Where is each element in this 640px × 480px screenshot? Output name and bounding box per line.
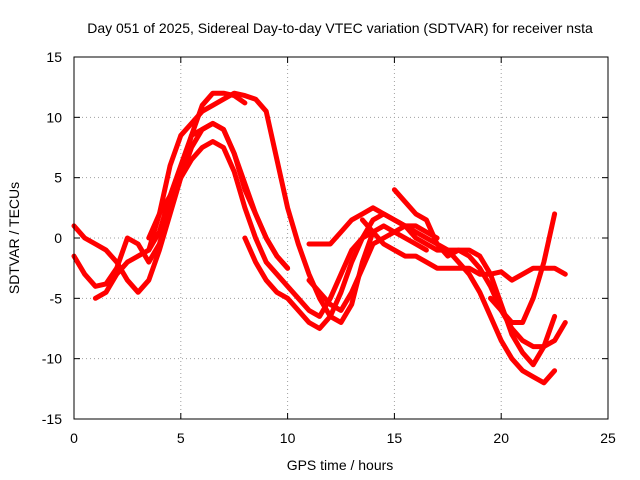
- y-axis-label: SDTVAR / TECUs: [6, 182, 22, 294]
- x-tick-label: 20: [493, 430, 509, 446]
- x-tick-label: 0: [70, 430, 78, 446]
- satellite-trace-5: [146, 139, 376, 319]
- y-tick-label: 15: [46, 49, 62, 65]
- series-group: [71, 90, 568, 386]
- x-tick-labels: 0 5 10 15 20 25: [70, 430, 616, 446]
- y-tick-label: 10: [46, 109, 62, 125]
- y-tick-label: 5: [54, 170, 62, 186]
- satellite-trace-4: [146, 90, 429, 325]
- satellite-trace-6: [242, 211, 558, 386]
- y-tick-label: -5: [50, 290, 63, 306]
- satellite-trace-11: [306, 223, 440, 313]
- tick-marks: [73, 56, 609, 420]
- satellite-trace-10: [488, 211, 558, 325]
- satellite-trace-3: [92, 120, 291, 301]
- y-tick-label: 0: [54, 230, 62, 246]
- y-tick-label: -10: [42, 351, 62, 367]
- satellite-trace-7: [306, 205, 568, 350]
- satellite-trace-9: [391, 187, 558, 368]
- chart-title: Day 051 of 2025, Sidereal Day-to-day VTE…: [87, 20, 593, 36]
- y-tick-label: -15: [42, 411, 62, 427]
- x-axis-label: GPS time / hours: [287, 457, 394, 473]
- x-tick-label: 25: [600, 430, 616, 446]
- x-tick-label: 10: [280, 430, 296, 446]
- y-tick-labels: -15 -10 -5 0 5 10 15: [42, 49, 62, 427]
- x-tick-label: 15: [387, 430, 403, 446]
- satellite-trace-8: [359, 217, 568, 283]
- x-tick-label: 5: [177, 430, 185, 446]
